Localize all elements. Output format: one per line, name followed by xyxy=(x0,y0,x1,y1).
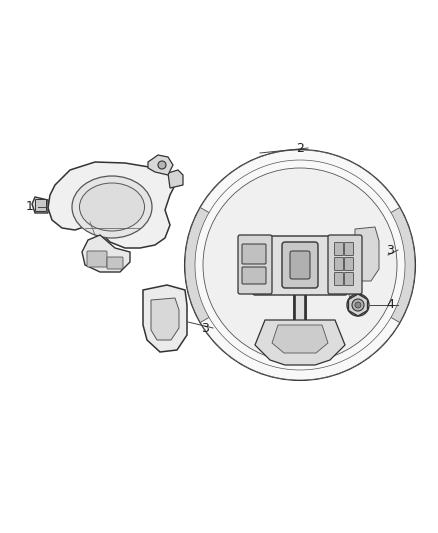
FancyBboxPatch shape xyxy=(335,257,343,271)
Text: 3: 3 xyxy=(201,321,209,335)
Circle shape xyxy=(352,299,364,311)
FancyBboxPatch shape xyxy=(335,272,343,286)
FancyBboxPatch shape xyxy=(328,235,362,294)
FancyBboxPatch shape xyxy=(345,272,353,286)
Circle shape xyxy=(355,302,361,308)
Polygon shape xyxy=(143,285,187,352)
Circle shape xyxy=(193,158,407,372)
Polygon shape xyxy=(185,207,209,322)
Polygon shape xyxy=(32,197,48,213)
Polygon shape xyxy=(201,150,399,213)
Circle shape xyxy=(203,168,397,362)
FancyBboxPatch shape xyxy=(35,199,46,212)
Polygon shape xyxy=(355,227,379,281)
Polygon shape xyxy=(347,213,387,295)
Text: 4: 4 xyxy=(386,298,394,311)
Ellipse shape xyxy=(80,183,145,231)
Polygon shape xyxy=(148,155,173,175)
Text: 1: 1 xyxy=(26,200,34,214)
Polygon shape xyxy=(151,298,179,340)
FancyBboxPatch shape xyxy=(242,267,266,284)
Text: 2: 2 xyxy=(296,141,304,155)
Polygon shape xyxy=(168,170,183,188)
Polygon shape xyxy=(272,325,328,353)
FancyBboxPatch shape xyxy=(107,257,123,269)
FancyBboxPatch shape xyxy=(345,257,353,271)
FancyBboxPatch shape xyxy=(242,244,266,264)
Text: 3: 3 xyxy=(386,244,394,256)
Polygon shape xyxy=(48,162,175,248)
FancyBboxPatch shape xyxy=(335,243,343,255)
FancyBboxPatch shape xyxy=(87,251,107,267)
Ellipse shape xyxy=(72,176,152,238)
Polygon shape xyxy=(82,235,130,272)
FancyBboxPatch shape xyxy=(238,235,272,294)
FancyBboxPatch shape xyxy=(282,242,318,288)
Polygon shape xyxy=(201,318,399,380)
Polygon shape xyxy=(349,283,362,307)
FancyBboxPatch shape xyxy=(290,251,310,279)
Circle shape xyxy=(158,161,166,169)
FancyBboxPatch shape xyxy=(345,243,353,255)
FancyBboxPatch shape xyxy=(253,236,347,295)
Polygon shape xyxy=(255,320,345,365)
Polygon shape xyxy=(391,207,415,322)
